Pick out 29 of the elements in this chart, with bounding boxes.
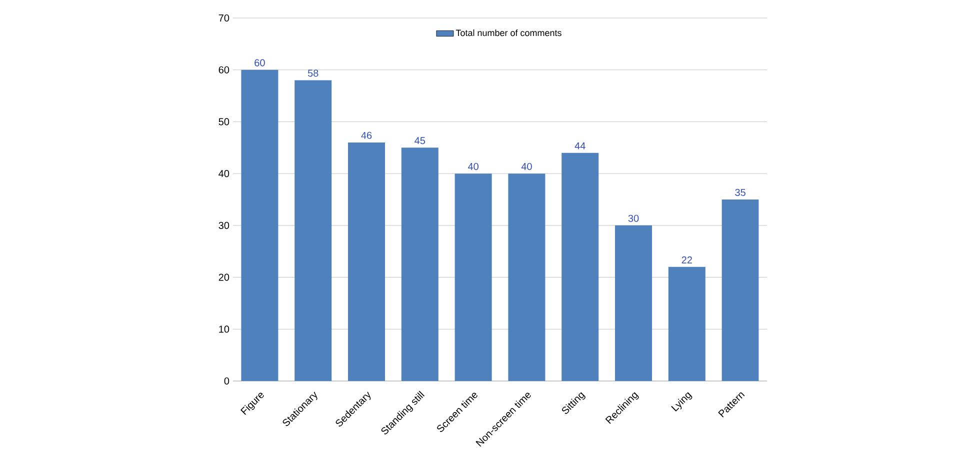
data-label: 40: [468, 162, 478, 170]
data-label: 35: [735, 188, 746, 196]
y-tick-label: 50: [218, 118, 230, 126]
y-tick-label: 40: [218, 170, 230, 178]
bar: [615, 225, 652, 381]
data-label: 45: [414, 137, 426, 144]
bar: [562, 152, 599, 381]
data-label: 58: [308, 70, 318, 77]
data-label: 44: [574, 142, 586, 150]
y-tick-label: 20: [218, 274, 230, 281]
data-label: 22: [682, 256, 692, 264]
bar: [294, 80, 332, 381]
bar: [668, 266, 706, 381]
bar: [401, 148, 438, 381]
y-tick-label: 0: [224, 377, 230, 385]
legend-label: Total number of comments: [456, 29, 562, 36]
data-label: 30: [628, 214, 639, 222]
data-label: 40: [521, 162, 532, 170]
y-tick-label: 70: [218, 14, 230, 22]
bar: [722, 200, 759, 381]
data-label: 60: [254, 59, 265, 66]
y-tick-label: 30: [218, 222, 230, 229]
bar: [348, 142, 386, 381]
bar: [454, 174, 492, 381]
data-label: 46: [361, 132, 372, 139]
bar: [241, 70, 278, 381]
y-tick-label: 10: [219, 326, 230, 333]
bar: [508, 174, 546, 381]
y-tick-label: 60: [218, 66, 230, 74]
